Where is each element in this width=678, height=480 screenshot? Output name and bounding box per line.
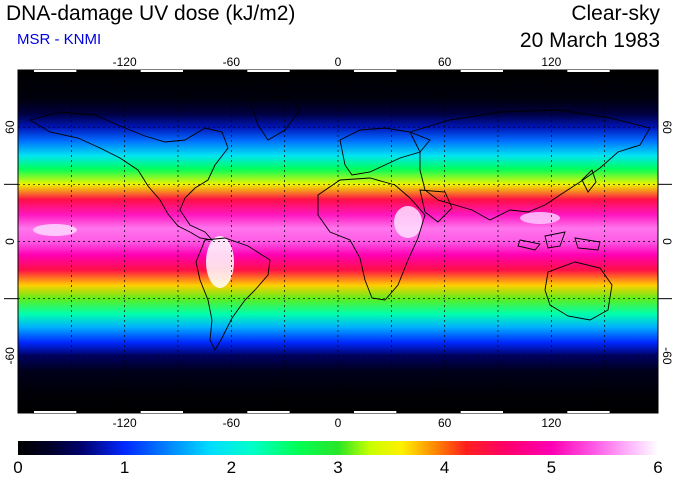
coastline-north-america xyxy=(28,111,229,241)
colorbar-label: 0 xyxy=(13,458,23,477)
lon-tick-label: 120 xyxy=(541,416,561,430)
lat-tick-label: 0 xyxy=(3,238,17,245)
map-frame xyxy=(17,69,659,414)
colorbar-label: 6 xyxy=(653,458,663,477)
coastline-south-america xyxy=(195,237,271,351)
colorbar-label: 2 xyxy=(226,458,237,477)
lon-tick-label: -60 xyxy=(223,55,241,69)
coastline-asia xyxy=(409,109,651,221)
date-label: 20 March 1983 xyxy=(519,29,660,52)
lat-tick-labels-right: 60 0 -60 xyxy=(660,120,674,364)
coastline-europe xyxy=(339,127,431,176)
frame-ticks xyxy=(34,70,610,413)
lon-tick-label: 0 xyxy=(335,416,342,430)
sky-condition-label: Clear-sky xyxy=(571,2,660,25)
lon-tick-label: -120 xyxy=(113,416,137,430)
colorbar xyxy=(18,441,658,455)
lon-tick-label: -120 xyxy=(113,55,137,69)
lon-tick-label: 60 xyxy=(438,55,452,69)
dose-peaks xyxy=(33,206,560,288)
colorbar-label: 1 xyxy=(119,458,130,477)
lon-tick-label: 0 xyxy=(335,55,342,69)
tropic-markers xyxy=(4,183,672,300)
colorbar-label: 3 xyxy=(333,458,343,477)
lon-tick-label: 120 xyxy=(541,55,561,69)
source-label: MSR - KNMI xyxy=(17,31,102,48)
lat-tick-labels-left: 60 0 -60 xyxy=(3,120,17,364)
lat-tick-label: -60 xyxy=(660,347,674,365)
coastline-indonesia xyxy=(517,231,601,251)
coastline-japan xyxy=(581,169,597,193)
colorbar-label: 4 xyxy=(439,458,450,477)
coastline-africa xyxy=(317,177,426,301)
lat-tick-label: 60 xyxy=(3,120,17,134)
coastline-australia xyxy=(544,261,613,321)
map-title: DNA-damage UV dose (kJ/m2) xyxy=(6,2,296,25)
lon-tick-label: 60 xyxy=(438,416,452,430)
lat-tick-label: 60 xyxy=(660,120,674,134)
lat-tick-label: -60 xyxy=(3,347,17,365)
lon-tick-label: -60 xyxy=(223,416,241,430)
lon-tick-labels-top: -120 -60 0 60 120 xyxy=(113,55,562,69)
colorbar-label: 5 xyxy=(546,458,557,477)
graticule xyxy=(18,70,658,413)
lat-tick-label: 0 xyxy=(660,238,674,245)
lon-tick-labels-bottom: -120 -60 0 60 120 xyxy=(113,416,562,430)
